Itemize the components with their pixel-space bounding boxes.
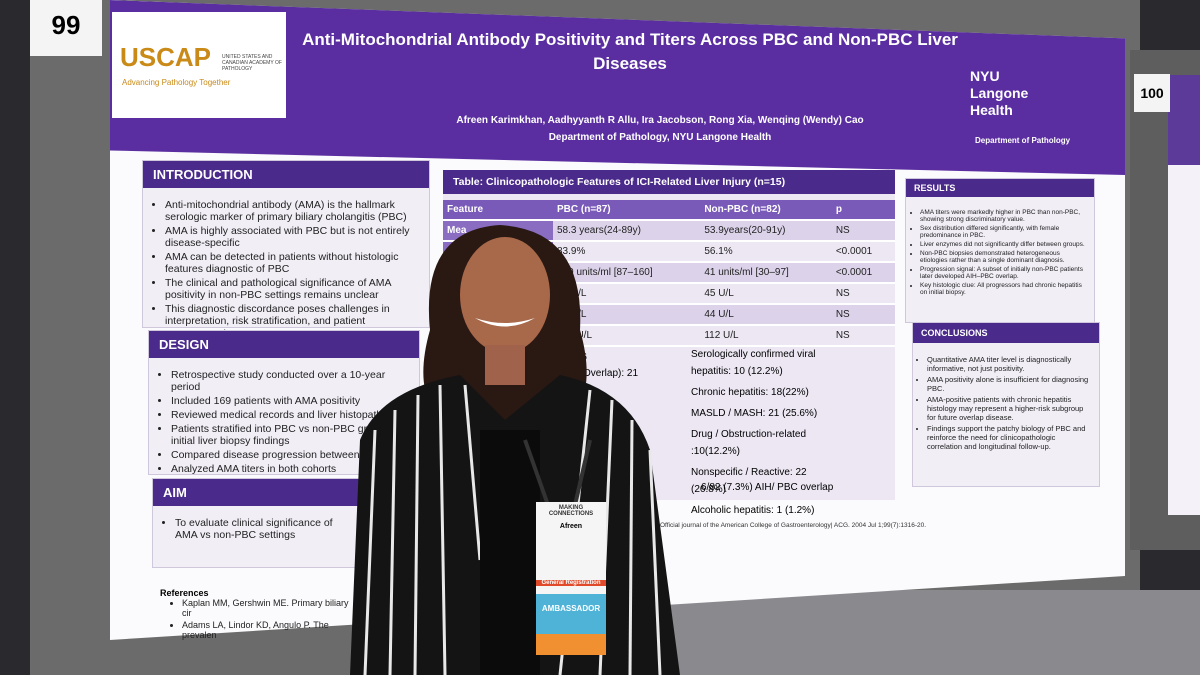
aim-box: AIM To evaluate clinical significance of… <box>152 478 362 568</box>
list-item: Key histologic clue: All progressors had… <box>920 282 1086 296</box>
booth-99: 99 <box>30 0 102 56</box>
conclusions-box: CONCLUSIONS Quantitative AMA titer level… <box>912 322 1100 487</box>
list-item: Analyzed AMA titers in both cohorts <box>171 463 411 475</box>
breakdown-item: Serologically confirmed viral hepatitis:… <box>691 349 816 377</box>
table-cell: 53.9years(20-91y) <box>700 220 832 242</box>
breakdown-item: MASLD / MASH: 21 (25.6%) <box>691 408 818 419</box>
uscap-text: USCAP <box>120 42 212 72</box>
section-heading: DESIGN <box>149 331 419 358</box>
references-heading: References <box>160 588 209 598</box>
lanyard <box>573 439 592 506</box>
badge-registration: General Registration <box>536 580 606 586</box>
section-heading: RESULTS <box>906 179 1094 197</box>
table-header: Feature PBC (n=87) Non-PBC (n=82) p <box>443 200 895 221</box>
neck <box>485 345 525 385</box>
list: AMA titers were markedly higher in PBC t… <box>906 205 1094 296</box>
table-cell: 83.9% <box>553 241 701 263</box>
list-item: AMA titers were markedly higher in PBC t… <box>920 209 1086 223</box>
list-item: Liver enzymes did not significantly diff… <box>920 241 1086 248</box>
list-item: Findings support the patchy biology of P… <box>927 424 1091 451</box>
nonpbc-breakdown: Serologically confirmed viral hepatitis:… <box>691 346 831 523</box>
nyu-logo: NYU Langone Health <box>970 68 1029 118</box>
list-item: Quantitative AMA titer level is diagnost… <box>927 355 1091 373</box>
affiliation: Department of Pathology, NYU Langone Hea… <box>548 132 772 143</box>
list-item: Adams LA, Lindor KD, Angulo P. The preva… <box>182 620 352 640</box>
footer: Official journal of the American College… <box>660 522 927 529</box>
table-cell: NS <box>831 283 895 305</box>
breakdown-item: Alcoholic hepatitis: 1 (1.2%) <box>691 505 815 516</box>
list-item: AMA-positive patients with chronic hepat… <box>927 395 1091 422</box>
badge: MAKING CONNECTIONS Afreen General Regist… <box>536 502 606 655</box>
uscap-small: UNITED STATES AND CANADIAN ACADEMY OF PA… <box>222 54 282 72</box>
header-cell: PBC (n=87) <box>553 200 701 221</box>
list-item: Sex distribution differed significantly,… <box>920 225 1086 239</box>
list-item: Included 169 patients with AMA positivit… <box>171 395 411 407</box>
badge-ribbon-2 <box>536 634 606 655</box>
list-item: Compared disease progression between gro <box>171 449 411 461</box>
floor <box>600 590 1200 675</box>
lanyard <box>523 439 550 506</box>
breakdown-item: Drug / Obstruction-related :10(12.2%) <box>691 429 807 457</box>
table-cell: 56.1% <box>700 241 832 263</box>
next-poster <box>1168 75 1200 515</box>
poster-title: Anti-Mitochondrial Antibody Positivity a… <box>302 30 958 73</box>
list-item: Non-PBC biopsies demonstrated heterogene… <box>920 250 1086 264</box>
overlap: 6/82 (7.3%) AIH/ PBC overlap <box>701 482 834 493</box>
list: Kaplan MM, Gershwin ME. Primary biliary … <box>160 598 360 640</box>
shirt <box>480 430 540 675</box>
section-heading: CONCLUSIONS <box>913 323 1099 343</box>
badge-ribbon: AMBASSADOR <box>536 594 606 634</box>
section-heading: INTRODUCTION <box>143 161 429 188</box>
list-item: To evaluate clinical significance of AMA… <box>175 517 353 541</box>
table-cell: NS <box>831 304 895 326</box>
breakdown-item: Chronic hepatitis: 18(22%) <box>691 387 809 398</box>
header-cell: p <box>831 200 895 221</box>
list: Quantitative AMA titer level is diagnost… <box>913 351 1099 451</box>
list-item: AMA can be detected in patients without … <box>165 251 421 275</box>
table-cell: 41 units/ml [30–97] <box>700 262 832 284</box>
badge-name: Afreen <box>559 523 583 530</box>
list-item: Retrospective study conducted over a 10-… <box>171 369 411 393</box>
face <box>460 237 550 353</box>
table-cell: <0.0001 <box>831 262 895 284</box>
list-item: The clinical and pathological significan… <box>165 277 421 301</box>
table-cell: 58.3 years(24-89y) <box>553 220 701 242</box>
table-cell: 112 U/L <box>700 325 832 347</box>
list-item: Reviewed medical records and liver histo… <box>171 409 411 421</box>
uscap-logo: USCAP UNITED STATES AND CANADIAN ACADEMY… <box>112 12 286 118</box>
header-cell: Non-PBC (n=82) <box>700 200 832 221</box>
nyu-dept: Department of Pathology <box>975 136 1071 145</box>
table-cell: NS <box>831 220 895 242</box>
list-item: Progression signal: A subset of initiall… <box>920 266 1086 280</box>
list-item: AMA is highly associated with PBC but is… <box>165 225 421 249</box>
table-title: Table: Clinicopathologic Features of ICI… <box>443 170 895 194</box>
list-item: Patients stratified into PBC vs non-PBC … <box>171 423 411 447</box>
list: To evaluate clinical significance of AMA… <box>153 513 361 541</box>
table-cell: 149 units/ml [87–160] <box>553 262 701 284</box>
references: References Kaplan MM, Gershwin ME. Prima… <box>160 588 360 642</box>
header-cell: Feature <box>443 200 553 221</box>
list: Retrospective study conducted over a 10-… <box>149 365 419 475</box>
breakdown-item: Nonspecific / Reactive: 22 (26.8%) <box>691 467 807 495</box>
table-cell: NS <box>831 325 895 347</box>
uscap-tagline: Advancing Pathology Together <box>122 78 231 87</box>
table-cell: <0.0001 <box>831 241 895 263</box>
list-item: Anti-mitochondrial antibody (AMA) is the… <box>165 199 421 223</box>
smile <box>475 318 535 327</box>
booth-100: 100 <box>1134 74 1170 112</box>
list-item: Kaplan MM, Gershwin ME. Primary biliary … <box>182 598 352 618</box>
section-heading: AIM <box>153 479 361 506</box>
table-cell: 44 U/L <box>700 304 832 326</box>
table-cell: 45 U/L <box>700 283 832 305</box>
badge-event: MAKING CONNECTIONS <box>548 505 594 517</box>
breakdown-item: AIH(Overlap): 21 <box>563 368 639 379</box>
list-item: AMA positivity alone is insufficient for… <box>927 375 1091 393</box>
authors: Afreen Karimkhan, Aadhyyanth R Allu, Ira… <box>456 115 864 126</box>
